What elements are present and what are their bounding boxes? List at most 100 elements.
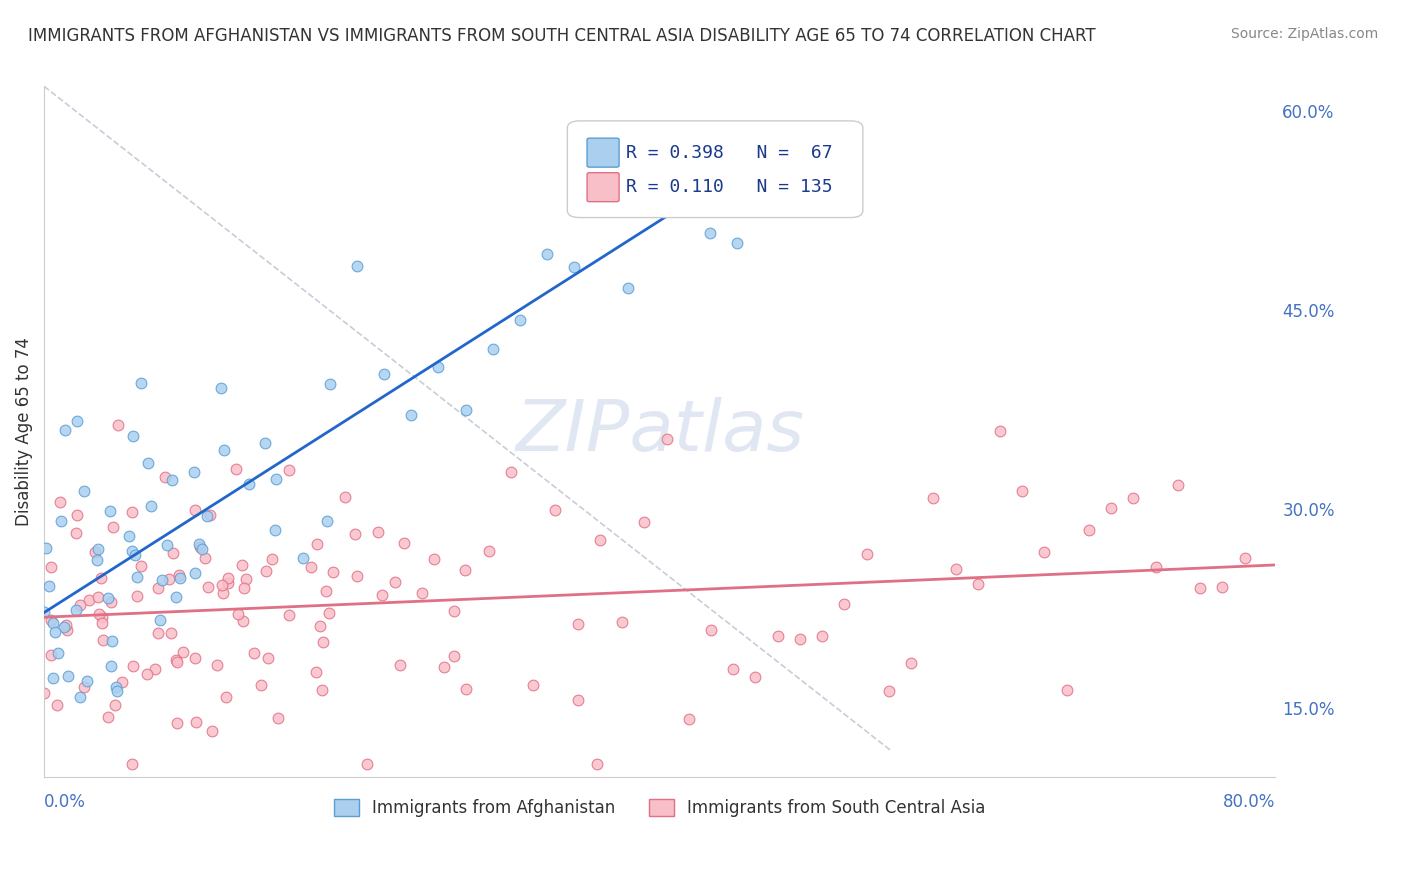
Point	[633, 516, 655, 530]
Point	[39, 613, 62, 627]
Point	[945, 562, 967, 576]
Point	[509, 313, 531, 327]
Point	[77, 592, 100, 607]
Point	[392, 535, 415, 549]
Point	[1144, 560, 1167, 574]
Point	[411, 585, 433, 599]
Point	[263, 523, 285, 537]
Point	[46, 698, 69, 712]
Point	[723, 662, 745, 676]
Point	[243, 646, 266, 660]
Point	[86, 552, 108, 566]
Point	[1122, 491, 1144, 505]
Point	[855, 547, 877, 561]
Point	[478, 544, 501, 558]
Point	[194, 550, 217, 565]
Point	[305, 665, 328, 680]
Point	[356, 756, 378, 771]
Point	[101, 520, 124, 534]
Point	[725, 235, 748, 250]
Point	[305, 537, 328, 551]
Text: Source: ZipAtlas.com: Source: ZipAtlas.com	[1230, 27, 1378, 41]
Point	[315, 584, 337, 599]
FancyBboxPatch shape	[588, 173, 619, 202]
Point	[183, 465, 205, 479]
Point	[166, 656, 188, 670]
Point	[44, 625, 66, 640]
Point	[169, 571, 191, 585]
Point	[277, 462, 299, 476]
Point	[427, 360, 450, 375]
Point	[1099, 500, 1122, 515]
Text: 15.0%: 15.0%	[1282, 701, 1334, 720]
Text: ZIPatlas: ZIPatlas	[515, 397, 804, 467]
Point	[51, 514, 73, 528]
Point	[38, 579, 60, 593]
Point	[988, 424, 1011, 438]
Point	[225, 462, 247, 476]
Point	[257, 651, 280, 665]
Point	[308, 619, 330, 633]
Point	[87, 590, 110, 604]
Point	[277, 608, 299, 623]
Point	[481, 342, 503, 356]
Point	[148, 581, 170, 595]
Point	[1056, 683, 1078, 698]
Point	[35, 541, 58, 556]
Point	[678, 712, 700, 726]
Point	[162, 546, 184, 560]
Point	[198, 508, 221, 522]
Point	[217, 576, 239, 591]
Point	[42, 671, 65, 685]
Y-axis label: Disability Age 65 to 74: Disability Age 65 to 74	[15, 337, 32, 526]
Point	[107, 418, 129, 433]
Point	[655, 432, 678, 446]
Text: R = 0.110   N = 135: R = 0.110 N = 135	[627, 178, 834, 196]
Point	[589, 533, 612, 548]
Point	[322, 565, 344, 579]
Point	[232, 614, 254, 628]
Point	[121, 756, 143, 771]
Point	[191, 542, 214, 557]
Point	[100, 595, 122, 609]
Text: 45.0%: 45.0%	[1282, 303, 1334, 321]
Point	[211, 578, 233, 592]
Point	[211, 381, 233, 395]
Point	[73, 483, 96, 498]
Point	[443, 648, 465, 663]
Text: 80.0%: 80.0%	[1223, 793, 1275, 811]
Point	[201, 723, 224, 738]
Point	[217, 571, 239, 585]
Point	[122, 659, 145, 673]
Point	[105, 681, 128, 695]
Point	[69, 598, 91, 612]
Point	[156, 538, 179, 552]
Point	[699, 226, 721, 240]
Point	[260, 552, 283, 566]
Point	[316, 514, 339, 528]
Point	[111, 674, 134, 689]
Point	[311, 683, 333, 698]
Point	[129, 558, 152, 573]
Point	[1295, 126, 1317, 140]
Point	[69, 690, 91, 704]
Point	[433, 659, 456, 673]
Point	[233, 581, 256, 595]
Point	[264, 473, 287, 487]
Point	[267, 711, 290, 725]
Point	[146, 626, 169, 640]
Point	[167, 567, 190, 582]
Point	[344, 527, 367, 541]
Point	[183, 503, 205, 517]
Text: IMMIGRANTS FROM AFGHANISTAN VS IMMIGRANTS FROM SOUTH CENTRAL ASIA DISABILITY AGE: IMMIGRANTS FROM AFGHANISTAN VS IMMIGRANT…	[28, 27, 1095, 45]
Point	[228, 607, 250, 622]
Point	[125, 590, 148, 604]
Point	[299, 560, 322, 574]
Point	[422, 551, 444, 566]
Point	[834, 597, 856, 611]
Point	[89, 607, 111, 621]
Point	[388, 658, 411, 673]
Point	[55, 618, 77, 632]
Point	[166, 715, 188, 730]
Point	[136, 456, 159, 470]
